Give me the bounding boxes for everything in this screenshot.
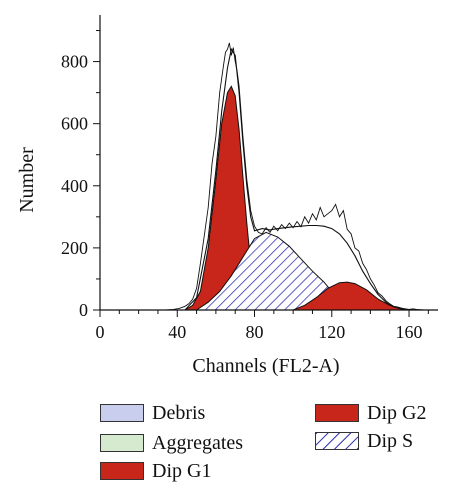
legend-swatch-debris — [100, 404, 144, 422]
y-tick-label: 400 — [61, 176, 88, 196]
legend-item-dip-g1: Dip G1 — [100, 458, 211, 484]
legend-item-aggregates: Aggregates — [100, 430, 243, 456]
legend-label-aggregates: Aggregates — [152, 431, 244, 454]
legend-label-debris: Debris — [152, 401, 206, 424]
x-tick-label: 80 — [246, 322, 264, 342]
legend-swatch-dip-g2 — [315, 404, 359, 422]
y-tick-label: 600 — [61, 114, 88, 134]
series-line-raw-histogram — [157, 42, 425, 311]
y-tick-label: 0 — [79, 300, 88, 320]
legend-item-debris: Debris — [100, 400, 205, 426]
x-tick-label: 120 — [318, 322, 345, 342]
legend-swatch-dip-g1 — [100, 462, 144, 480]
series-line-fit-envelope — [184, 47, 417, 311]
x-tick-label: 0 — [96, 322, 105, 342]
legend-label-dip-g2: Dip G2 — [367, 401, 427, 424]
legend-item-dip-g2: Dip G2 — [315, 400, 426, 426]
y-axis-label: Number — [16, 147, 38, 213]
legend-swatch-aggregates — [100, 434, 144, 452]
x-tick-label: 160 — [396, 322, 423, 342]
legend: Debris Aggregates Dip G1 Dip G2 Dip S — [100, 400, 455, 492]
legend-swatch-dip-s — [315, 432, 359, 450]
legend-label-dip-s: Dip S — [367, 429, 414, 452]
x-axis-label: Channels (FL2-A) — [192, 355, 339, 377]
legend-label-dip-g1: Dip G1 — [152, 459, 212, 482]
y-tick-label: 800 — [61, 52, 88, 72]
legend-item-dip-s: Dip S — [315, 428, 413, 454]
x-tick-label: 40 — [168, 322, 186, 342]
chart-svg: 0 200 400 600 800 0 40 80 120 160 Number Channels… — [16, 15, 438, 377]
y-tick-label: 200 — [61, 238, 88, 258]
